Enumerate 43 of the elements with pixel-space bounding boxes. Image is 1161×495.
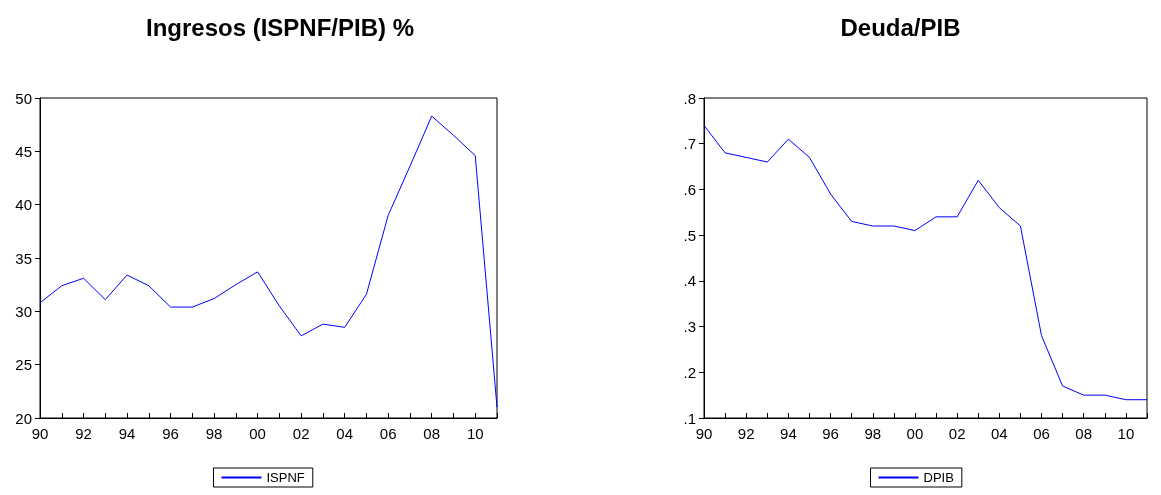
y-tick-label: 30 [15, 302, 32, 320]
x-tick-label: 94 [780, 425, 797, 442]
x-tick-label: 98 [864, 425, 882, 442]
x-tick-label: 04 [990, 425, 1008, 442]
y-tick-label: 20 [15, 409, 32, 427]
x-tick-label: 96 [822, 425, 839, 442]
x-tick-label: 08 [423, 425, 441, 442]
y-tick-label: .7 [683, 135, 696, 153]
line-series [703, 124, 1148, 401]
y-tick-label: .6 [683, 180, 696, 198]
x-tick-label: 10 [466, 425, 484, 442]
x-tick-label: 90 [31, 425, 49, 442]
x-tick-label: 96 [162, 425, 179, 442]
x-tick-label: 08 [1075, 425, 1093, 442]
legend-label: ISPNF [266, 470, 305, 485]
x-tick-label: 02 [948, 425, 966, 442]
chart-title: Ingresos (ISPNF/PIB) % [145, 13, 415, 41]
y-tick-label: .2 [683, 363, 696, 381]
x-tick-label: 10 [1117, 425, 1135, 442]
line-series [39, 115, 498, 408]
y-tick-label: 35 [15, 249, 32, 267]
x-tick-label: 92 [75, 425, 92, 442]
x-tick-label: 94 [118, 425, 136, 442]
y-tick-label: .1 [683, 409, 696, 427]
legend-label: DPIB [923, 470, 954, 485]
y-tick-label: 45 [15, 142, 32, 160]
y-tick-label: .3 [683, 318, 696, 336]
y-tick-label: .4 [683, 272, 696, 290]
x-tick-label: 92 [737, 425, 755, 442]
y-tick-label: 25 [15, 356, 32, 374]
y-tick-label: 50 [15, 89, 32, 107]
x-tick-label: 98 [205, 425, 223, 442]
x-tick-label: 90 [695, 425, 713, 442]
x-tick-label: 02 [292, 425, 310, 442]
x-tick-label: 06 [1033, 425, 1050, 442]
x-tick-label: 06 [379, 425, 397, 442]
y-tick-label: .5 [683, 226, 696, 244]
y-tick-label: 40 [15, 196, 32, 214]
y-tick-label: .8 [683, 89, 696, 107]
x-tick-label: 04 [336, 425, 354, 442]
chart-title: Deuda/PIB [840, 13, 961, 41]
x-tick-label: 00 [249, 425, 266, 442]
x-tick-label: 00 [906, 425, 924, 442]
